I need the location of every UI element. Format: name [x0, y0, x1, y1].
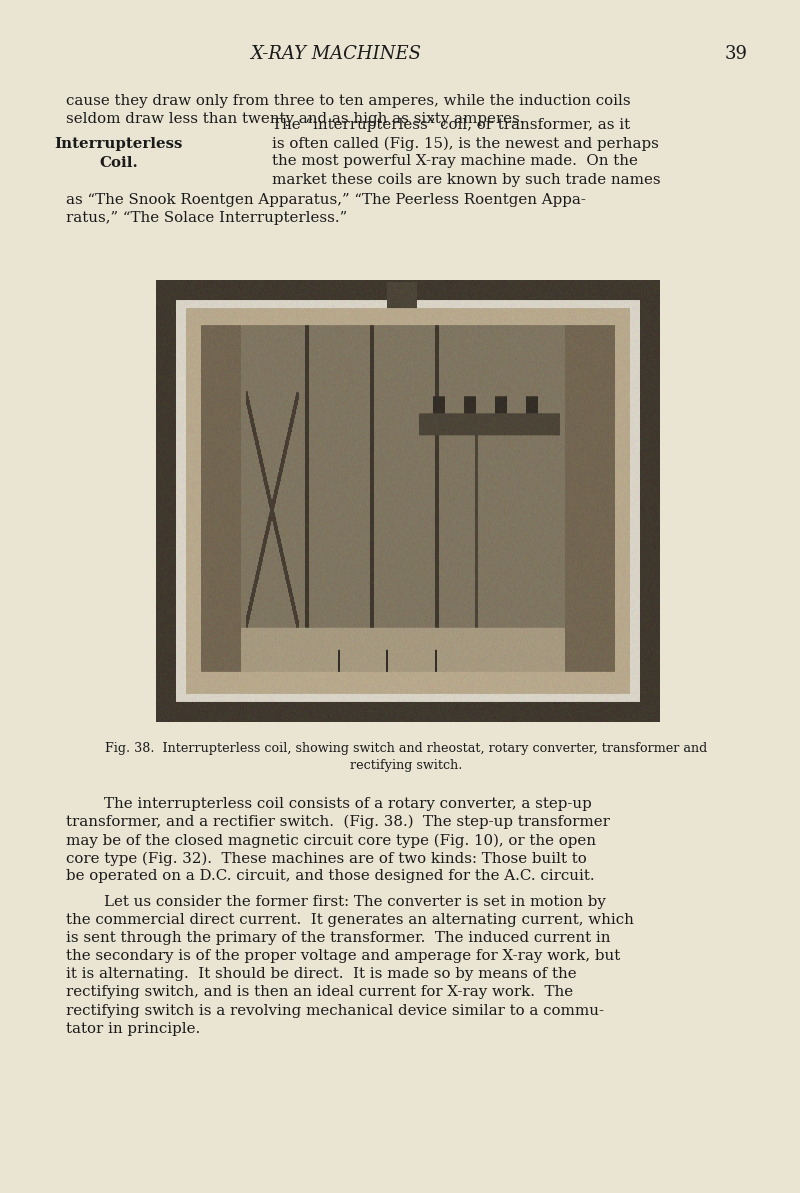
Text: the most powerful X-ray machine made.  On the: the most powerful X-ray machine made. On… [272, 154, 638, 168]
Text: Interrupterless: Interrupterless [54, 137, 182, 152]
Text: may be of the closed magnetic circuit core type (Fig. 10), or the open: may be of the closed magnetic circuit co… [66, 833, 595, 847]
Text: tator in principle.: tator in principle. [66, 1021, 200, 1036]
Text: Let us consider the former first: The converter is set in motion by: Let us consider the former first: The co… [104, 895, 606, 909]
Text: as “The Snook Roentgen Apparatus,” “The Peerless Roentgen Appa-: as “The Snook Roentgen Apparatus,” “The … [66, 193, 586, 208]
Text: Fig. 38.  Interrupterless coil, showing switch and rheostat, rotary converter, t: Fig. 38. Interrupterless coil, showing s… [106, 742, 707, 755]
Text: rectifying switch.: rectifying switch. [350, 759, 462, 772]
Text: the commercial direct current.  It generates an alternating current, which: the commercial direct current. It genera… [66, 913, 634, 927]
Text: ratus,” “The Solace Interrupterless.”: ratus,” “The Solace Interrupterless.” [66, 211, 347, 225]
Text: the secondary is of the proper voltage and amperage for X-ray work, but: the secondary is of the proper voltage a… [66, 950, 620, 963]
Text: 39: 39 [725, 45, 748, 63]
Text: rectifying switch, and is then an ideal current for X-ray work.  The: rectifying switch, and is then an ideal … [66, 985, 573, 1000]
Text: The “interrupterless” coil, or transformer, as it: The “interrupterless” coil, or transform… [272, 118, 630, 132]
Text: it is alternating.  It should be direct.  It is made so by means of the: it is alternating. It should be direct. … [66, 968, 576, 982]
Text: is often called (Fig. 15), is the newest and perhaps: is often called (Fig. 15), is the newest… [272, 136, 659, 150]
Text: market these coils are known by such trade names: market these coils are known by such tra… [272, 173, 661, 186]
Text: core type (Fig. 32).  These machines are of two kinds: Those built to: core type (Fig. 32). These machines are … [66, 852, 586, 866]
Text: seldom draw less than twenty and as high as sixty amperes.: seldom draw less than twenty and as high… [66, 112, 524, 126]
Text: cause they draw only from three to ten amperes, while the induction coils: cause they draw only from three to ten a… [66, 94, 630, 109]
Text: transformer, and a rectifier switch.  (Fig. 38.)  The step-up transformer: transformer, and a rectifier switch. (Fi… [66, 815, 610, 829]
Text: The interrupterless coil consists of a rotary converter, a step-up: The interrupterless coil consists of a r… [104, 797, 592, 811]
Text: Coil.: Coil. [99, 156, 138, 171]
Text: is sent through the primary of the transformer.  The induced current in: is sent through the primary of the trans… [66, 931, 610, 945]
Text: be operated on a D.C. circuit, and those designed for the A.C. circuit.: be operated on a D.C. circuit, and those… [66, 870, 594, 884]
Text: X-RAY MACHINES: X-RAY MACHINES [250, 45, 422, 63]
Text: rectifying switch is a revolving mechanical device similar to a commu-: rectifying switch is a revolving mechani… [66, 1003, 604, 1018]
